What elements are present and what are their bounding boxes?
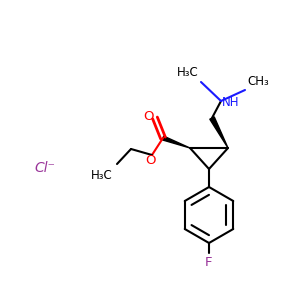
Text: O: O xyxy=(146,154,156,167)
Polygon shape xyxy=(210,117,228,148)
Text: F: F xyxy=(205,256,213,269)
Text: Cl⁻: Cl⁻ xyxy=(34,161,56,175)
Text: H₃C: H₃C xyxy=(91,169,113,182)
Polygon shape xyxy=(162,136,190,148)
Text: O: O xyxy=(144,110,154,122)
Text: H₃C: H₃C xyxy=(177,66,199,79)
Text: NH: NH xyxy=(222,95,239,109)
Text: CH₃: CH₃ xyxy=(247,75,269,88)
